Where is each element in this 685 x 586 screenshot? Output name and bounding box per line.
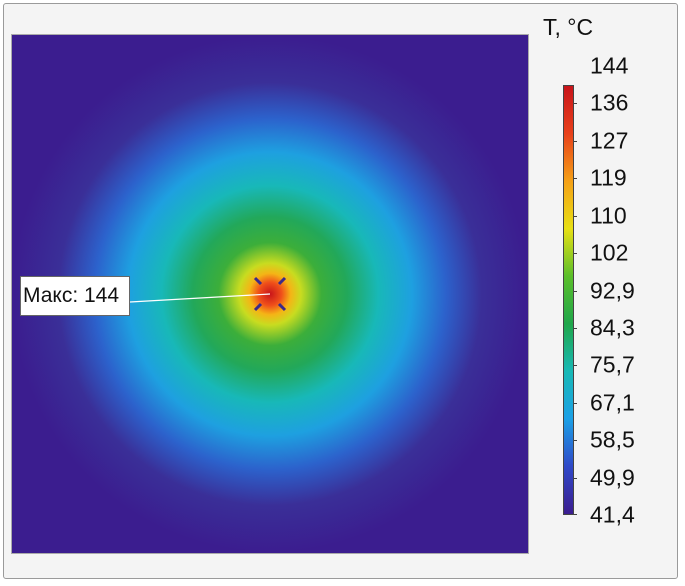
- colorbar-tick-mark: [574, 365, 577, 367]
- max-callout: Макс: 144: [20, 276, 130, 316]
- colorbar-tick-label: 119: [590, 164, 627, 191]
- colorbar-tick-mark: [574, 253, 577, 255]
- colorbar-tick-mark: [574, 290, 577, 292]
- hotspot-marker: [277, 302, 287, 312]
- colorbar-tick-label: 84,3: [590, 314, 635, 341]
- colorbar-tick-mark: [574, 103, 577, 105]
- colorbar-tick-mark: [574, 178, 577, 180]
- colorbar-tick-label: 102: [590, 239, 629, 266]
- colorbar-tick-label: 127: [590, 127, 629, 154]
- colorbar-unit-label: T, °C: [543, 14, 594, 40]
- colorbar-tick-label: 136: [590, 89, 629, 116]
- colorbar: [563, 85, 574, 515]
- colorbar-tick-label: 67,1: [590, 389, 635, 416]
- hotspot-marker: [253, 276, 263, 286]
- colorbar-tick-mark: [574, 514, 577, 515]
- colorbar-tick-label: 49,9: [590, 464, 635, 491]
- colorbar-tick-mark: [574, 402, 577, 404]
- colorbar-tick-label: 144: [590, 52, 629, 79]
- colorbar-tick-mark: [574, 440, 577, 442]
- colorbar-tick-mark: [574, 327, 577, 329]
- max-callout-label: Макс: 144: [23, 284, 120, 307]
- colorbar-tick-mark: [574, 477, 577, 479]
- colorbar-tick-mark: [574, 215, 577, 217]
- colorbar-tick-label: 110: [590, 202, 627, 229]
- hotspot-markers: [253, 276, 287, 312]
- colorbar-tick-label: 75,7: [590, 351, 635, 378]
- hotspot-marker: [277, 276, 287, 286]
- colorbar-tick-label: 58,5: [590, 426, 635, 453]
- colorbar-tick-mark: [574, 140, 577, 142]
- hotspot-marker: [253, 302, 263, 312]
- colorbar-tick-label: 41,4: [590, 501, 635, 528]
- colorbar-tick-label: 92,9: [590, 277, 635, 303]
